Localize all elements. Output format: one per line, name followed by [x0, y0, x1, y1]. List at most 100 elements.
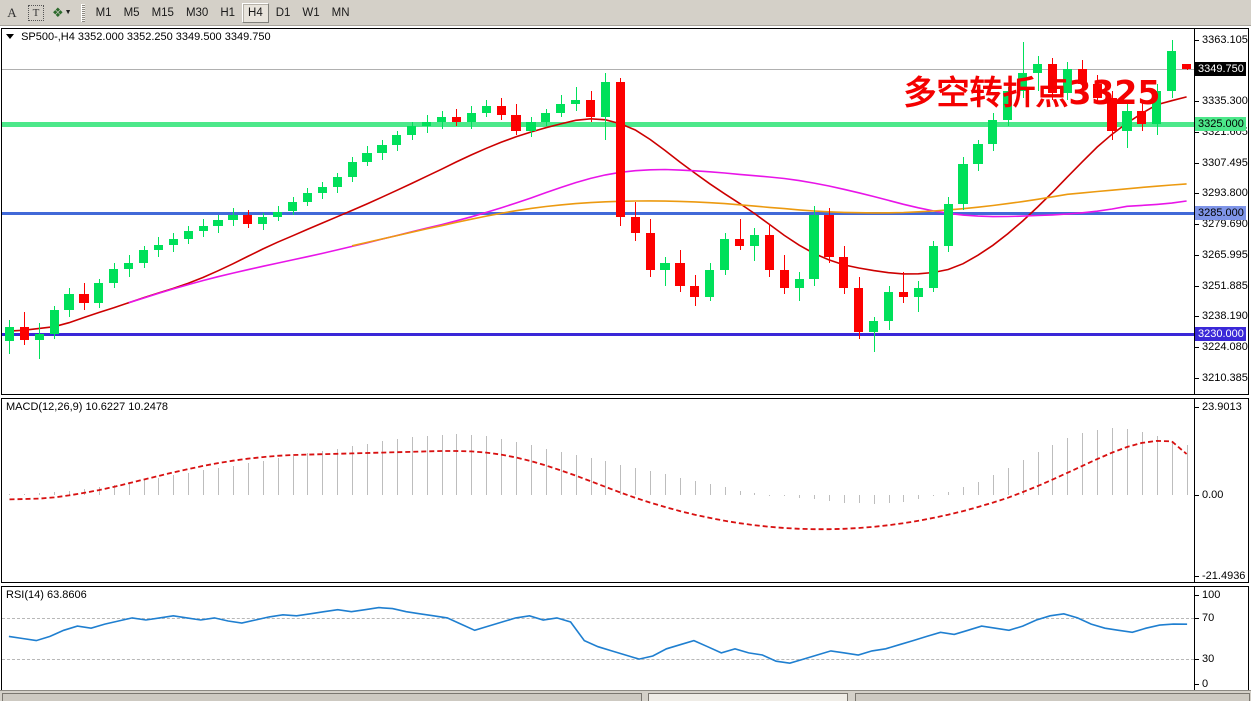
candle-body	[273, 211, 283, 218]
macd-histogram-bar	[591, 458, 592, 496]
macd-axis-tick	[1195, 407, 1199, 408]
rsi-level-30	[2, 659, 1194, 661]
candle-body	[198, 225, 208, 232]
candle-body	[258, 217, 268, 224]
candle-body	[779, 270, 789, 288]
objects-tool-button[interactable]: ❖ ▼	[48, 2, 76, 24]
candle-body	[749, 234, 760, 246]
candle-body	[496, 106, 506, 116]
candle-body	[436, 117, 447, 122]
price-axis-tick	[1195, 347, 1199, 349]
macd-histogram-bar	[576, 455, 577, 496]
rsi-panel-header: RSI(14) 63.8606	[6, 589, 87, 601]
resistance-turning-point-tag[interactable]: 3325.000	[1195, 117, 1246, 132]
candle-body	[302, 192, 313, 202]
candle-body	[541, 113, 551, 122]
candle-body	[451, 117, 462, 122]
timeframe-mn[interactable]: MN	[331, 6, 350, 19]
macd-histogram-bar	[1008, 467, 1009, 496]
macd-histogram-bar	[248, 463, 249, 496]
support-lower-line[interactable]	[2, 333, 1194, 337]
macd-histogram-bar	[278, 458, 279, 496]
macd-signal-path	[9, 439, 1188, 531]
timeframe-w1[interactable]: W1	[302, 6, 320, 19]
macd-histogram-bar	[889, 495, 890, 504]
rsi-axis-tick	[1195, 595, 1199, 596]
price-axis-label: 3251.885	[1202, 279, 1248, 292]
collapse-triangle-icon[interactable]	[6, 34, 14, 39]
chart-tab[interactable]	[855, 693, 1250, 701]
timeframe-h4[interactable]: H4	[242, 2, 269, 23]
text-tool-icon[interactable]: A	[7, 4, 17, 20]
current-price-tag[interactable]: 3349.750	[1195, 62, 1246, 77]
price-axis-tick	[1195, 39, 1199, 41]
macd-histogram-bar	[1082, 433, 1083, 496]
macd-histogram-bar	[531, 445, 532, 496]
chart-tab[interactable]	[648, 693, 848, 701]
support-mid-tag[interactable]: 3285.000	[1195, 205, 1246, 220]
rsi-axis[interactable]: 100 70 30 0	[1194, 587, 1248, 690]
chart-tab[interactable]	[2, 693, 642, 701]
candle-body	[943, 203, 953, 246]
macd-histogram-bar	[1023, 459, 1024, 496]
candle-body	[153, 244, 164, 251]
macd-histogram-bar	[188, 472, 189, 496]
candle-wick	[665, 256, 666, 286]
price-axis-label: 3335.300	[1202, 95, 1248, 108]
rsi-axis-label: 30	[1202, 653, 1215, 666]
resistance-turning-point-line[interactable]	[2, 122, 1194, 128]
ma-mid-line	[128, 168, 1187, 304]
price-plot[interactable]: 多空转折点3325	[2, 29, 1194, 394]
macd-histogram-bar	[650, 471, 651, 496]
candle-body	[332, 177, 342, 188]
timeframe-h1[interactable]: H1	[220, 6, 236, 19]
macd-histogram-bar	[114, 484, 115, 496]
macd-histogram-bar	[903, 495, 904, 502]
candle-body	[1018, 73, 1028, 91]
candle-body	[94, 283, 104, 304]
timeframe-d1[interactable]: D1	[275, 6, 291, 19]
candle-body	[794, 278, 804, 288]
support-lower-tag[interactable]: 3230.000	[1195, 327, 1246, 342]
current-price-line[interactable]	[2, 69, 1194, 71]
price-axis[interactable]: 3363.105 3335.300 3321.605 3307.495 3293.800…	[1194, 29, 1248, 394]
macd-histogram-bar	[993, 475, 994, 496]
candle-body	[347, 161, 357, 178]
toolbar-grip[interactable]	[80, 3, 85, 22]
candle-body	[1107, 97, 1117, 131]
chevron-down-icon[interactable]: ▼	[64, 9, 72, 16]
support-mid-line[interactable]	[2, 211, 1194, 215]
timeframe-m5[interactable]: M5	[123, 6, 140, 19]
label-tool-button[interactable]: T	[24, 2, 48, 24]
timeframe-m15[interactable]: M15	[151, 6, 174, 19]
macd-histogram-bar	[397, 438, 398, 496]
timeframe-m1[interactable]: M1	[95, 6, 112, 19]
candle-body	[1077, 68, 1087, 85]
candle-body	[720, 239, 730, 271]
macd-histogram-bar	[427, 435, 428, 496]
macd-plot[interactable]	[2, 399, 1194, 582]
macd-axis-label: -21.4936	[1202, 570, 1246, 582]
timeframe-m30[interactable]: M30	[185, 6, 209, 19]
macd-histogram-bar	[1097, 430, 1098, 496]
macd-histogram-bar	[382, 441, 383, 496]
macd-histogram-bar	[680, 477, 681, 496]
macd-histogram-bar	[471, 434, 472, 496]
rsi-axis-label: 0	[1202, 678, 1209, 690]
rsi-axis-tick	[1195, 659, 1199, 661]
macd-histogram-bar	[1157, 435, 1158, 496]
candle-wick	[456, 108, 457, 127]
candle-body	[213, 220, 223, 226]
macd-histogram-bar	[829, 495, 830, 501]
candle-body	[585, 99, 596, 118]
price-axis-tick	[1195, 131, 1199, 133]
rsi-line	[8, 606, 1188, 665]
macd-axis[interactable]: 23.9013 0.00 -21.4936	[1194, 399, 1248, 582]
macd-histogram-bar	[978, 481, 979, 496]
moving-average-lines	[9, 96, 1187, 332]
label-tool-icon: T	[28, 4, 44, 21]
macd-histogram-bar	[158, 477, 159, 496]
candle-body	[690, 285, 700, 297]
candle-body	[809, 214, 819, 279]
rsi-plot[interactable]	[2, 587, 1194, 690]
